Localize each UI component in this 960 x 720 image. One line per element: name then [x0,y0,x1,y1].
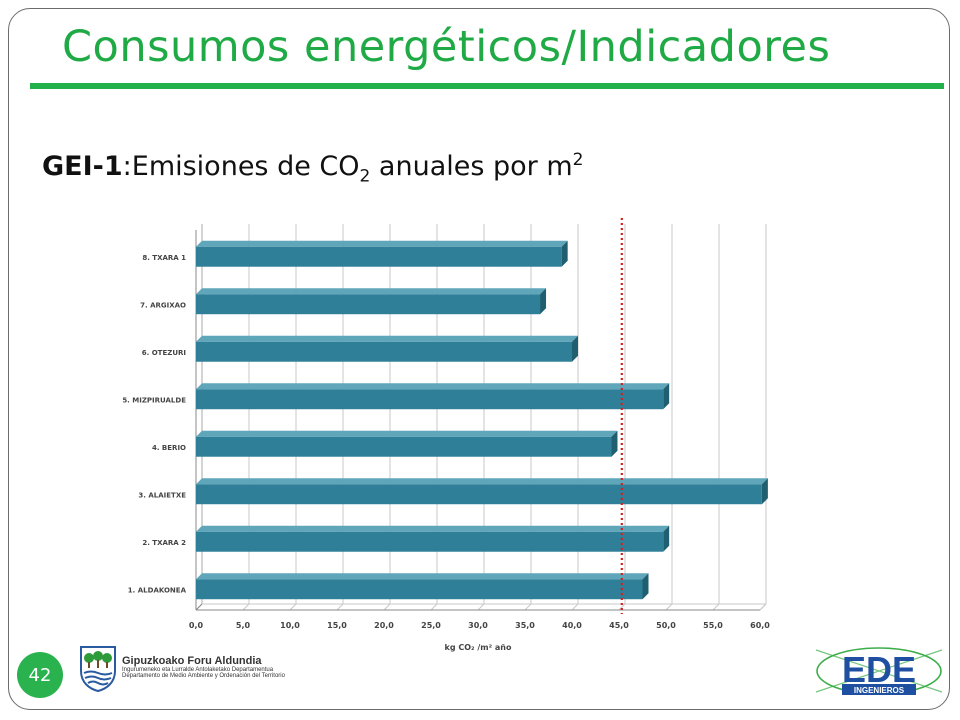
department-basque: Ingurumeneko eta Lurralde Antolaketako D… [122,667,274,673]
floor-corner-line [195,603,203,611]
x-tick-label: 5,0 [236,621,251,630]
ede-ingenieros-logo: EDE INGENIEROS [815,647,943,695]
department-spanish: Departamento de Medio Ambiente y Ordenac… [122,673,285,679]
institution-text: Gipuzkoako Foru Aldundia Ingurumeneko et… [122,655,285,679]
bar-top-face [196,573,649,580]
floor-gridline [430,603,438,611]
bar-side-face [761,478,768,505]
floor-gridline [571,603,579,611]
bar-top-face [196,240,568,247]
floor-gridline [336,603,344,611]
floor-gridline [477,603,485,611]
floor-gridline [242,603,250,611]
category-label: 5. MIZPIRUALDE [122,396,186,404]
bar-top-face [196,478,768,485]
category-label: 8. TXARA 1 [142,254,186,262]
subtitle-superscript: 2 [572,150,584,170]
bar [196,531,664,552]
category-label: 1. ALDAKONEA [128,586,187,594]
floor-gridline [712,603,720,611]
x-tick-label: 55,0 [703,621,723,630]
x-tick-label: 20,0 [374,621,394,630]
x-tick-label: 35,0 [515,621,535,630]
bar [196,341,572,362]
x-tick-label: 25,0 [421,621,441,630]
bar [196,484,762,505]
bar [196,436,612,457]
bar-top-face [196,525,670,532]
bar-top-face [196,335,578,342]
floor-gridline [618,603,626,611]
floor-gridline [289,603,297,611]
subtitle-text-2: anuales por m [370,151,573,182]
x-tick-label: 0,0 [189,621,204,630]
x-tick-label: 45,0 [609,621,629,630]
subtitle-subscript: 2 [359,166,371,187]
category-label: 4. BERIO [152,444,186,452]
page-number-badge: 42 [17,652,63,698]
bar-side-face [561,240,568,267]
category-label: 2. TXARA 2 [142,539,186,547]
bar-top-face [196,383,670,390]
bar-side-face [663,383,670,410]
floor-corner-line [759,603,767,611]
bar-top-face [196,430,618,437]
title-underline [30,83,944,89]
x-axis-label: kg CO₂ /m² año [445,643,512,652]
ede-logo-letters: EDE [842,649,916,690]
emissions-bar-chart: 0,0 5,0 10,0 15,0 20,0 25,0 30,0 35,0 40,0 45,0 50… [122,218,770,652]
bar [196,294,541,315]
slide-title: Consumos energéticos/Indicadores [62,22,831,72]
bar [196,579,643,600]
chart-bars [196,240,768,600]
bar-side-face [540,288,547,315]
bar-top-face [196,288,547,295]
x-tick-label: 60,0 [750,621,770,630]
floor-gridline [665,603,673,611]
bar-side-face [663,525,670,552]
bar-side-face [572,335,578,362]
bar-side-face [611,430,618,457]
gipuzkoa-shield-logo [80,646,116,693]
ede-logo-subtext: INGENIEROS [854,686,905,695]
category-label: 3. ALAIETXE [138,491,186,499]
subtitle-text: :Emisiones de CO [122,151,360,182]
x-tick-label: 30,0 [468,621,488,630]
bar-side-face [642,573,649,600]
category-label: 6. OTEZURI [142,349,186,357]
chart-labels: 0,0 5,0 10,0 15,0 20,0 25,0 30,0 35,0 40,0 45,0 50… [122,254,770,652]
x-tick-label: 40,0 [562,621,582,630]
floor-gridline [524,603,532,611]
x-tick-label: 15,0 [327,621,347,630]
chart-axes [195,224,767,611]
indicator-code: GEI-1 [42,151,123,182]
x-tick-label: 50,0 [656,621,676,630]
institution-name: Gipuzkoako Foru Aldundia [122,655,262,667]
chart-subtitle: GEI-1:Emisiones de CO2 anuales por m2 [42,150,583,186]
bar [196,389,664,410]
category-label: 7. ARGIXAO [140,301,186,309]
x-tick-label: 10,0 [280,621,300,630]
floor-gridline [383,603,391,611]
bar [196,246,562,267]
chart-gridlines [195,224,767,611]
